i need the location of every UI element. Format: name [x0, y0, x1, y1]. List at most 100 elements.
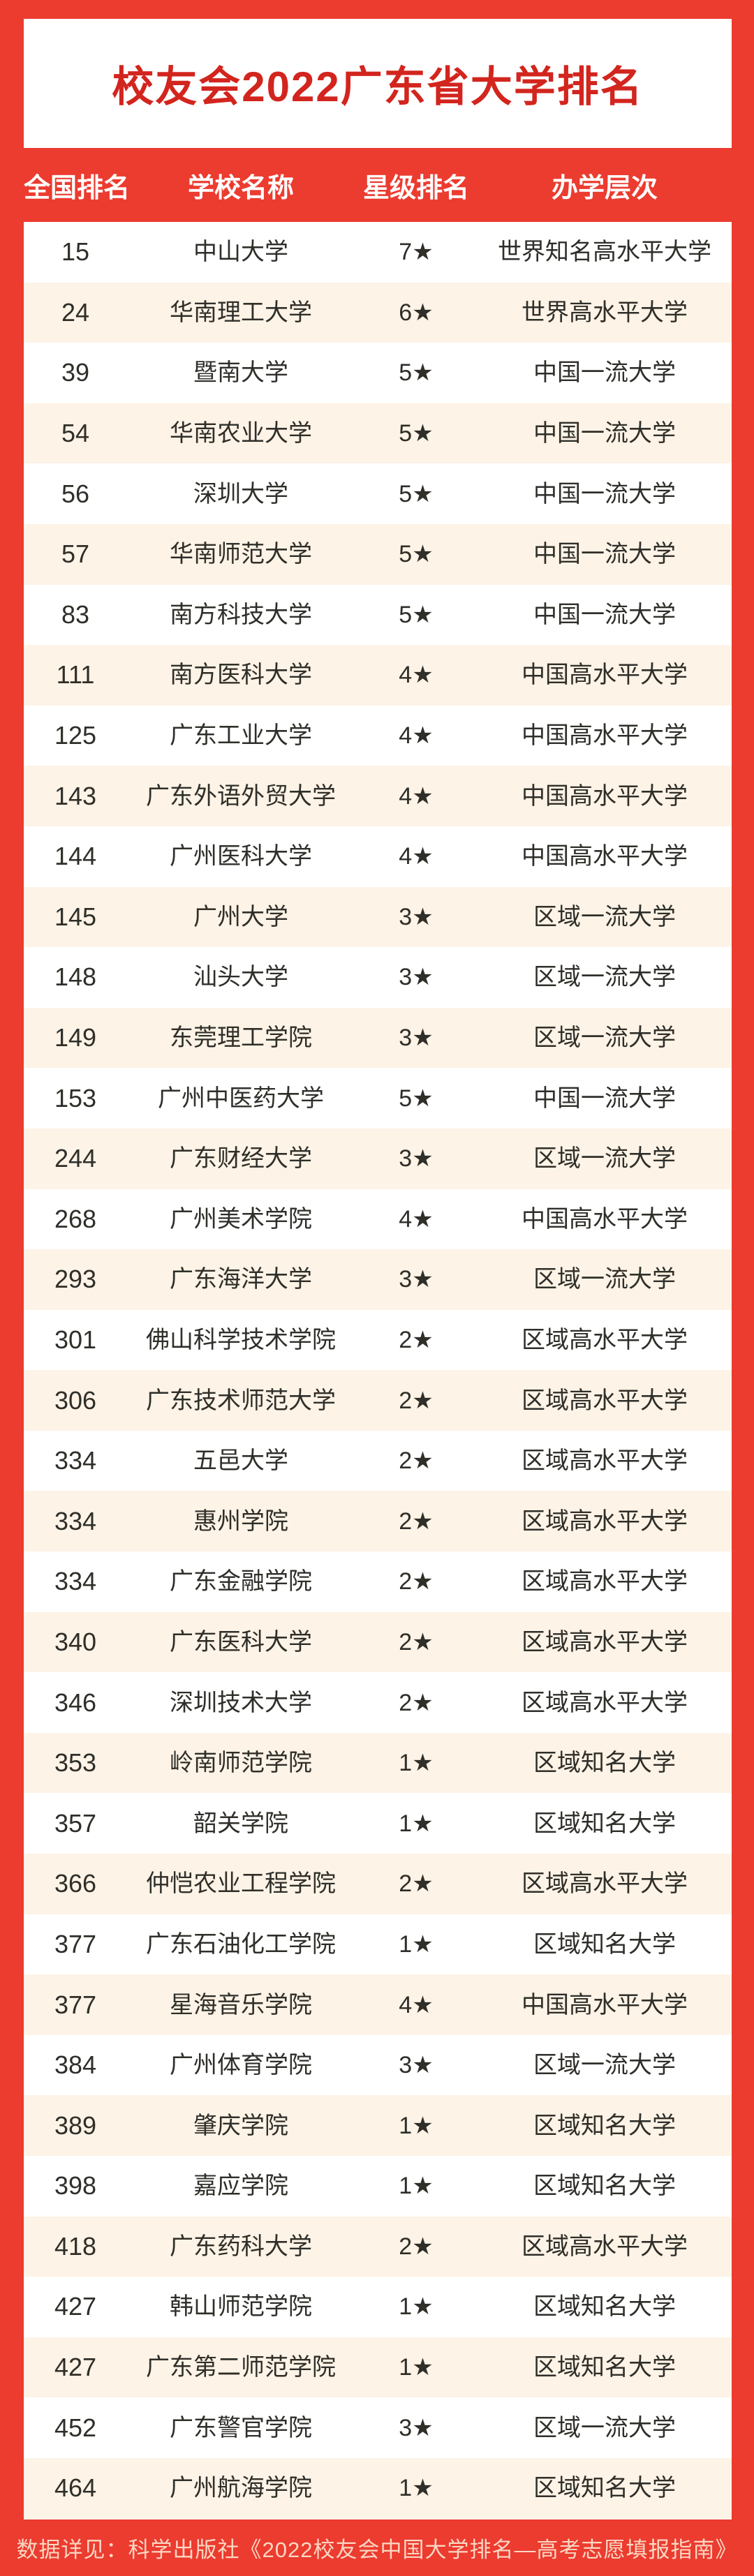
rank-cell: 24	[61, 297, 90, 327]
table-row: 334 五邑大学 2★ 区域高水平大学	[24, 1430, 732, 1491]
rank-cell: 268	[54, 1204, 97, 1233]
rank-cell: 83	[61, 600, 90, 629]
table-row: 377 星海音乐学院 4★ 中国高水平大学	[24, 1974, 732, 2035]
star-rating-cell: 2★	[399, 1689, 434, 1716]
rank-cell: 427	[54, 2353, 97, 2382]
table-row: 111 南方医科大学 4★ 中国高水平大学	[24, 645, 732, 706]
school-name-cell: 东莞理工学院	[170, 1025, 312, 1052]
star-rating-cell: 2★	[399, 1387, 434, 1414]
table-row: 56 深圳大学 5★ 中国一流大学	[24, 463, 732, 524]
level-cell: 区域高水平大学	[522, 1870, 688, 1898]
title-bar: 校友会2022广东省大学排名	[24, 19, 732, 148]
star-rating-cell: 5★	[399, 420, 434, 447]
table-row: 334 惠州学院 2★ 区域高水平大学	[24, 1491, 732, 1552]
level-cell: 区域一流大学	[533, 1266, 676, 1293]
table-row: 366 仲恺农业工程学院 2★ 区域高水平大学	[24, 1854, 732, 1914]
level-cell: 中国高水平大学	[522, 843, 688, 870]
school-name-cell: 南方科技大学	[170, 601, 312, 628]
star-rating-cell: 3★	[399, 903, 434, 930]
star-rating-cell: 1★	[399, 2354, 434, 2381]
school-name-cell: 广东金融学院	[170, 1568, 312, 1595]
table-row: 384 广州体育学院 3★ 区域一流大学	[24, 2034, 732, 2096]
rank-cell: 353	[54, 1748, 97, 1778]
school-name-cell: 华南理工大学	[170, 299, 312, 326]
table-row: 24 华南理工大学 6★ 世界高水平大学	[24, 282, 732, 343]
table-body: 15 中山大学 7★ 世界知名高水平大学 24 华南理工大学 6★ 世界高水平大…	[24, 222, 732, 2519]
school-name-cell: 广东第二师范学院	[146, 2354, 336, 2381]
star-rating-cell: 1★	[399, 1810, 434, 1837]
star-rating-cell: 5★	[399, 480, 434, 507]
level-cell: 区域知名大学	[533, 2112, 676, 2139]
level-cell: 区域一流大学	[533, 903, 676, 930]
rank-cell: 145	[54, 902, 97, 931]
rank-cell: 389	[54, 2110, 97, 2140]
star-rating-cell: 2★	[399, 1568, 434, 1595]
rank-cell: 334	[54, 1567, 97, 1596]
rank-cell: 144	[54, 842, 97, 871]
rank-cell: 346	[54, 1688, 97, 1717]
level-cell: 中国一流大学	[533, 359, 676, 387]
level-cell: 区域高水平大学	[522, 1507, 688, 1535]
star-rating-cell: 4★	[399, 722, 434, 750]
footer-source-note: 数据详见：科学出版社《2022校友会中国大学排名—高考志愿填报指南》	[16, 2538, 738, 2562]
table-row: 144 广州医科大学 4★ 中国高水平大学	[24, 826, 732, 887]
school-name-cell: 岭南师范学院	[170, 1750, 312, 1777]
rank-cell: 306	[54, 1385, 97, 1415]
level-cell: 中国一流大学	[533, 480, 676, 507]
school-name-cell: 广州航海学院	[170, 2475, 312, 2502]
school-name-cell: 肇庆学院	[193, 2112, 288, 2139]
table-row: 464 广州航海学院 1★ 区域知名大学	[24, 2457, 732, 2519]
rank-cell: 377	[54, 1929, 97, 1958]
table-row: 301 佛山科学技术学院 2★ 区域高水平大学	[24, 1309, 732, 1371]
level-cell: 中国高水平大学	[522, 782, 688, 810]
table-row: 293 广东海洋大学 3★ 区域一流大学	[24, 1249, 732, 1310]
star-rating-cell: 5★	[399, 541, 434, 568]
star-rating-cell: 2★	[399, 2233, 434, 2260]
rank-cell: 56	[61, 479, 90, 508]
school-name-cell: 广州大学	[193, 903, 288, 930]
table-header-row: 全国排名 学校名称 星级排名 办学层次	[24, 148, 732, 222]
rank-cell: 301	[54, 1325, 97, 1354]
table-row: 306 广东技术师范大学 2★ 区域高水平大学	[24, 1370, 732, 1431]
column-header-school-name: 学校名称	[187, 173, 294, 203]
rank-cell: 57	[61, 539, 90, 569]
school-name-cell: 广州医科大学	[170, 843, 312, 870]
column-header-national-rank: 全国排名	[24, 173, 131, 203]
star-rating-cell: 1★	[399, 2112, 434, 2139]
school-name-cell: 惠州学院	[193, 1507, 288, 1535]
table-row: 340 广东医科大学 2★ 区域高水平大学	[24, 1611, 732, 1673]
table-row: 54 华南农业大学 5★ 中国一流大学	[24, 403, 732, 464]
school-name-cell: 南方医科大学	[170, 662, 312, 689]
school-name-cell: 华南师范大学	[170, 541, 312, 568]
rank-cell: 153	[54, 1083, 97, 1112]
school-name-cell: 广东警官学院	[170, 2414, 312, 2441]
rank-cell: 334	[54, 1506, 97, 1535]
level-cell: 世界知名高水平大学	[498, 239, 711, 266]
page-title: 校友会2022广东省大学排名	[112, 64, 644, 110]
rank-cell: 398	[54, 2171, 97, 2201]
star-rating-cell: 4★	[399, 843, 434, 870]
rank-cell: 366	[54, 1869, 97, 1898]
school-name-cell: 嘉应学院	[193, 2173, 288, 2200]
school-name-cell: 佛山科学技术学院	[146, 1326, 336, 1353]
star-rating-cell: 6★	[399, 299, 434, 326]
star-rating-cell: 7★	[399, 239, 434, 266]
school-name-cell: 广东工业大学	[170, 722, 312, 750]
table-row: 39 暨南大学 5★ 中国一流大学	[24, 343, 732, 403]
rank-cell: 452	[54, 2413, 97, 2442]
table-row: 334 广东金融学院 2★ 区域高水平大学	[24, 1551, 732, 1612]
table-row: 148 汕头大学 3★ 区域一流大学	[24, 947, 732, 1008]
school-name-cell: 五邑大学	[193, 1447, 288, 1475]
star-rating-cell: 5★	[399, 1085, 434, 1112]
school-name-cell: 深圳技术大学	[170, 1689, 312, 1716]
table-row: 268 广州美术学院 4★ 中国高水平大学	[24, 1189, 732, 1250]
school-name-cell: 广东财经大学	[170, 1145, 312, 1172]
star-rating-cell: 1★	[399, 2293, 434, 2321]
level-cell: 区域一流大学	[533, 1025, 676, 1052]
table-row: 418 广东药科大学 2★ 区域高水平大学	[24, 2216, 732, 2277]
level-cell: 区域知名大学	[533, 2293, 676, 2321]
level-cell: 区域知名大学	[533, 1750, 676, 1777]
star-rating-cell: 3★	[399, 1025, 434, 1052]
level-cell: 区域高水平大学	[522, 1326, 688, 1353]
